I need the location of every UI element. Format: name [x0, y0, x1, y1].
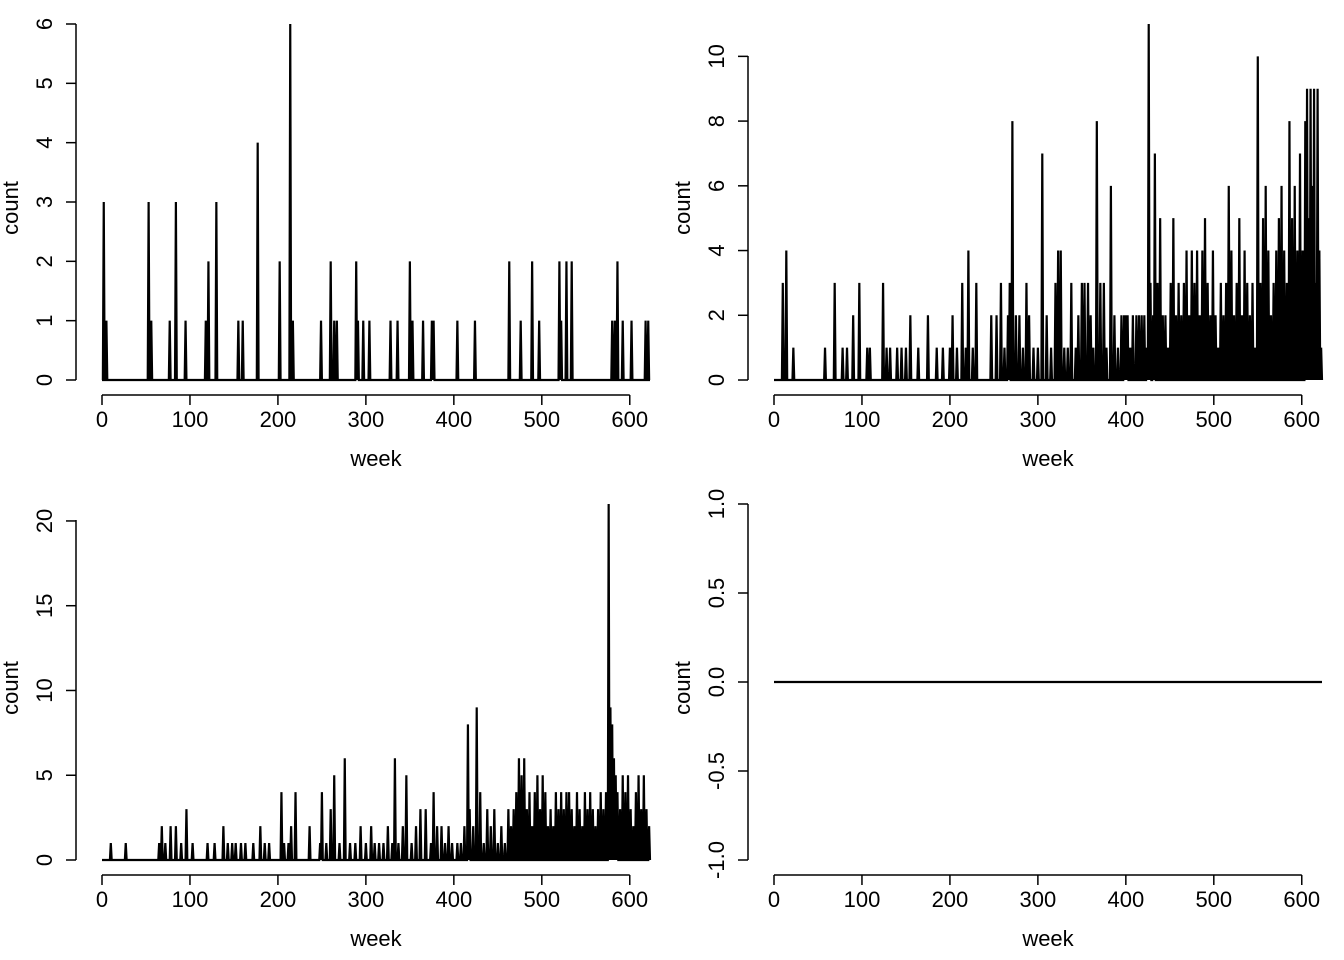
x-tick-label: 400	[435, 407, 472, 432]
y-tick-label: 1	[32, 315, 57, 327]
x-axis-label: week	[1021, 446, 1074, 471]
y-axis-label: count	[670, 661, 695, 715]
series-line	[774, 23, 1324, 382]
series-line	[101, 23, 651, 382]
x-tick-label: 600	[611, 407, 648, 432]
x-axis-label: week	[349, 446, 402, 471]
x-tick-label: 0	[768, 407, 780, 432]
y-tick-label: 5	[32, 769, 57, 781]
y-tick-label: 0	[32, 374, 57, 386]
y-axis-label: count	[0, 181, 23, 235]
y-axis-label: count	[0, 661, 23, 715]
y-tick-label: 2	[704, 309, 729, 321]
x-tick-label: 400	[1107, 887, 1144, 912]
x-tick-label: 600	[611, 887, 648, 912]
y-tick-label: 0.5	[704, 578, 729, 609]
x-tick-label: 0	[768, 887, 780, 912]
x-tick-label: 500	[523, 887, 560, 912]
x-tick-label: 400	[1107, 407, 1144, 432]
series-line	[102, 503, 652, 862]
y-tick-label: 4	[32, 137, 57, 149]
x-tick-label: 600	[1283, 887, 1320, 912]
x-tick-label: 500	[1195, 407, 1232, 432]
x-tick-label: 0	[96, 887, 108, 912]
y-tick-label: 0	[704, 374, 729, 386]
y-tick-label: 6	[32, 18, 57, 30]
x-tick-label: 400	[435, 887, 472, 912]
x-tick-label: 200	[260, 887, 297, 912]
x-tick-label: 300	[1020, 407, 1057, 432]
x-tick-label: 200	[932, 887, 969, 912]
x-axis-label: week	[1021, 926, 1074, 951]
x-tick-label: 300	[348, 407, 385, 432]
x-tick-label: 100	[844, 407, 881, 432]
x-tick-label: 100	[172, 407, 209, 432]
y-tick-label: 4	[704, 244, 729, 256]
x-tick-label: 300	[348, 887, 385, 912]
y-tick-label: 6	[704, 180, 729, 192]
y-tick-label: 5	[32, 77, 57, 89]
x-tick-label: 200	[932, 407, 969, 432]
chart-panel-1: 0 100 200 300 400 500 600 week 0 1 2 3 4 5 6 count	[0, 18, 651, 471]
y-tick-label: -0.5	[704, 752, 729, 790]
y-axis-label: count	[670, 181, 695, 235]
y-tick-label: 10	[704, 44, 729, 68]
y-tick-label: 3	[32, 196, 57, 208]
y-tick-label: -1.0	[704, 841, 729, 879]
chart-panel-4: 0 100 200 300 400 500 600 week -1.0 -0.5 0.0 0.5 1.0…	[670, 489, 1322, 951]
x-tick-label: 300	[1020, 887, 1057, 912]
y-tick-label: 10	[32, 678, 57, 702]
x-tick-label: 500	[1195, 887, 1232, 912]
x-tick-label: 0	[96, 407, 108, 432]
x-tick-label: 600	[1283, 407, 1320, 432]
chart-panel-3: 0 100 200 300 400 500 600 week 0 5 10 15 20 count	[0, 503, 652, 951]
chart-panel-2: 0 100 200 300 400 500 600 week 0 2 4 6 8 10 count	[670, 23, 1324, 471]
x-tick-label: 200	[260, 407, 297, 432]
y-tick-label: 8	[704, 115, 729, 127]
y-tick-label: 15	[32, 593, 57, 617]
x-tick-label: 500	[523, 407, 560, 432]
y-tick-label: 2	[32, 255, 57, 267]
y-tick-label: 0.0	[704, 667, 729, 698]
x-tick-label: 100	[844, 887, 881, 912]
x-tick-label: 100	[172, 887, 209, 912]
y-tick-label: 0	[32, 854, 57, 866]
x-axis-label: week	[349, 926, 402, 951]
y-tick-label: 20	[32, 509, 57, 533]
y-tick-label: 1.0	[704, 489, 729, 520]
